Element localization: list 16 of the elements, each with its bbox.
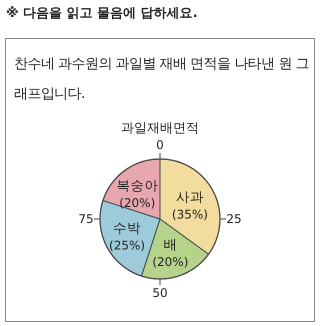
text: ※ 다음을 읽고 물음에 답하세요. <box>6 5 198 22</box>
slice: 복숭아 (20%) <box>102 158 160 220</box>
text: 25 <box>226 212 242 226</box>
data-label: (20%) <box>119 196 156 210</box>
text: 찬수네 과수원의 과일별 재배 면적을 나타낸 원 그래프입니다. <box>14 55 310 104</box>
text: 0 <box>156 138 164 152</box>
text: 50 <box>152 286 168 300</box>
slice-label: 사과 <box>176 190 204 206</box>
data-label: (20%) <box>152 254 188 269</box>
slice-label: 복숭아 <box>116 178 158 194</box>
data-label: (35%) <box>172 208 208 222</box>
slice-label: 배 <box>163 236 178 253</box>
data-label: (25%) <box>109 238 146 252</box>
chart-title: 과일재배면적 <box>121 121 199 136</box>
text: 75 <box>78 212 94 226</box>
legend-label: 수박 <box>113 220 142 236</box>
